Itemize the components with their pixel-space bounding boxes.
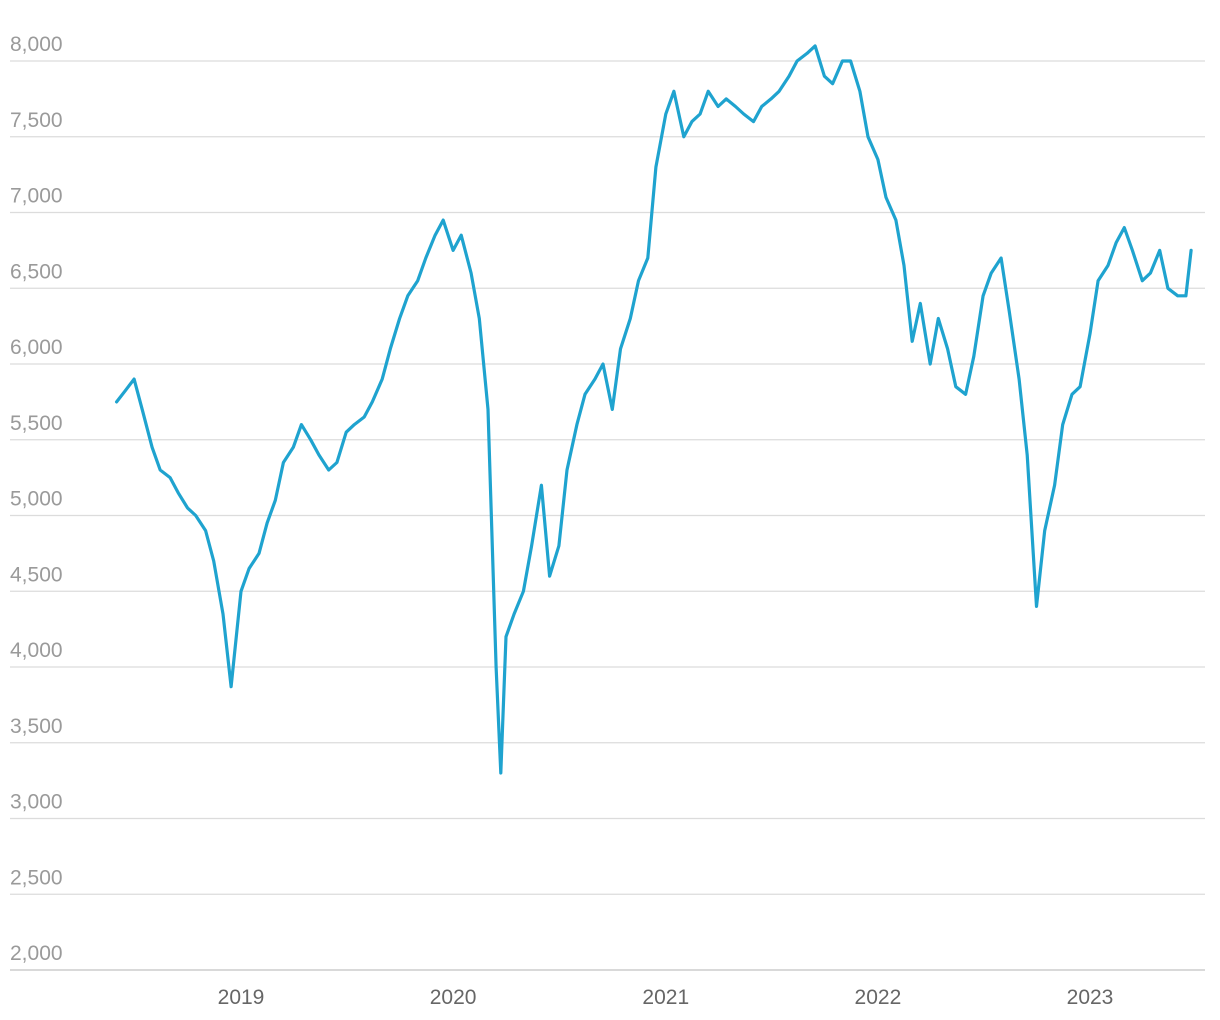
- series-layer: [114, 44, 1193, 775]
- x-tick-label: 2023: [1067, 986, 1114, 1009]
- y-tick-label: 7,000: [10, 185, 63, 208]
- y-tick-label: 6,500: [10, 260, 63, 283]
- x-tick-label: 2019: [218, 986, 265, 1009]
- y-tick-label: 4,500: [10, 563, 63, 586]
- x-tick-label: 2021: [642, 986, 689, 1009]
- y-tick-label: 8,000: [10, 33, 63, 56]
- y-tick-label: 5,000: [10, 488, 63, 511]
- y-tick-label: 6,000: [10, 336, 63, 359]
- y-tick-label: 2,000: [10, 942, 63, 965]
- y-tick-label: 5,500: [10, 412, 63, 435]
- x-tick-label: 2022: [855, 986, 902, 1009]
- x-tick-label: 2020: [430, 986, 477, 1009]
- y-tick-label: 4,000: [10, 639, 63, 662]
- y-tick-label: 3,000: [10, 791, 63, 814]
- x-axis-ticks: 2019 2020 2021 2022 2023: [218, 986, 1114, 1009]
- y-tick-label: 3,500: [10, 715, 63, 738]
- y-tick-label: 7,500: [10, 109, 63, 132]
- y-axis-ticks: 2,000 2,500 3,000 3,500 4,000 4,500 5,000 5,500…: [10, 33, 63, 965]
- y-tick-label: 2,500: [10, 866, 63, 889]
- series-line: [114, 44, 1193, 775]
- gridlines: [10, 60, 1205, 971]
